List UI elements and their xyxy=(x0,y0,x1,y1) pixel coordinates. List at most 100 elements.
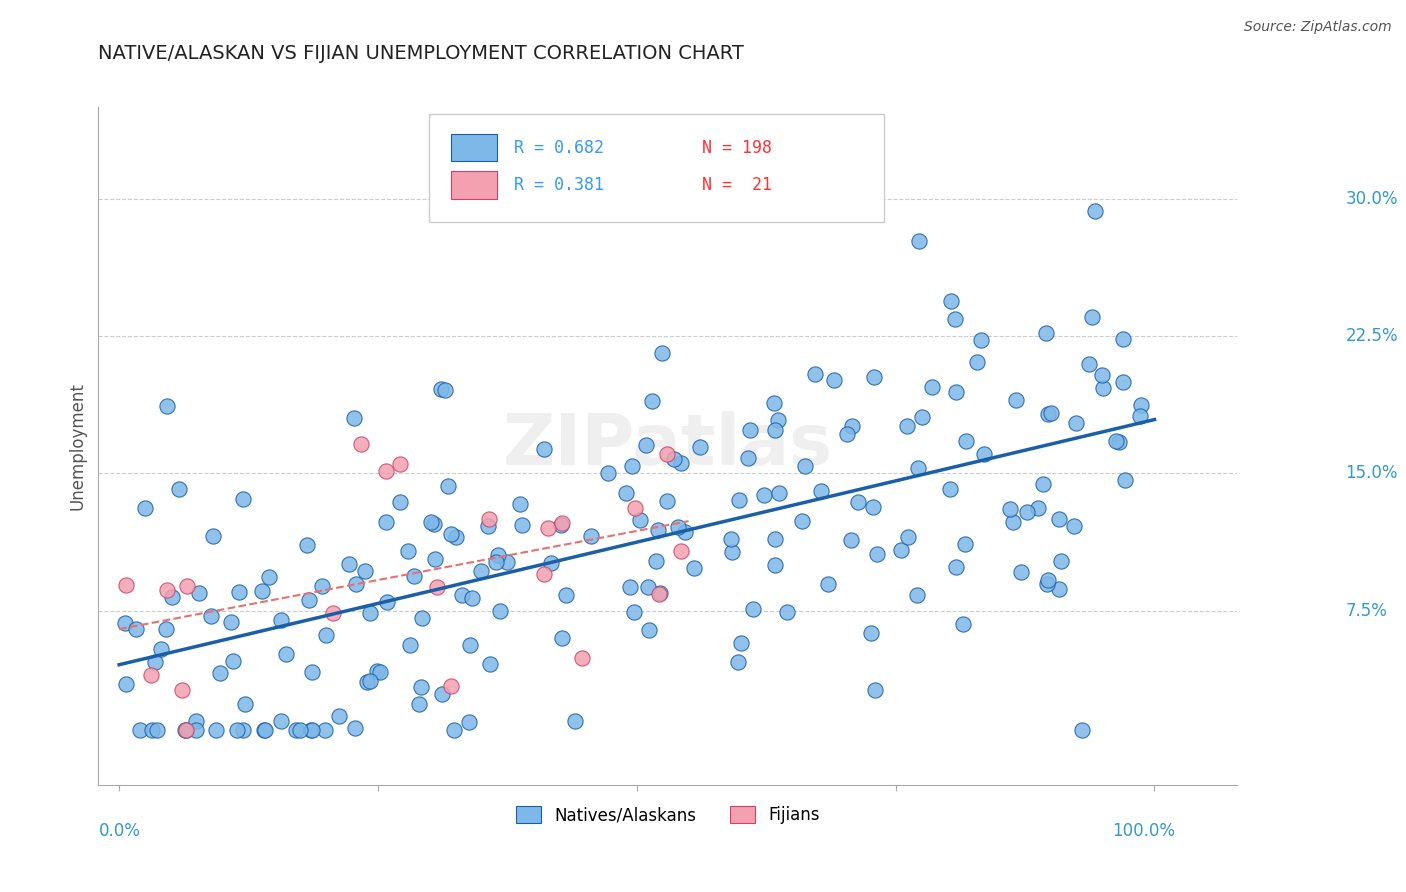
Point xyxy=(533,442,555,457)
Point xyxy=(955,434,977,448)
Point xyxy=(550,518,572,533)
Point xyxy=(645,554,668,568)
Point xyxy=(824,373,846,387)
Point xyxy=(399,638,422,652)
Point xyxy=(1049,512,1071,526)
Point xyxy=(1032,477,1054,491)
Point xyxy=(450,588,472,602)
Point xyxy=(650,586,672,600)
Point xyxy=(941,293,963,308)
Point xyxy=(301,723,323,737)
Point xyxy=(232,492,254,507)
Text: 7.5%: 7.5% xyxy=(1346,602,1388,620)
Point xyxy=(1078,358,1101,372)
Point xyxy=(423,552,446,566)
Point xyxy=(411,611,433,625)
Text: R = 0.381: R = 0.381 xyxy=(515,176,605,194)
Point xyxy=(1129,398,1152,412)
Point xyxy=(614,486,637,500)
Text: ZIPatlas: ZIPatlas xyxy=(503,411,832,481)
Point xyxy=(350,437,373,451)
Point xyxy=(945,384,967,399)
Text: R = 0.682: R = 0.682 xyxy=(515,139,605,157)
Point xyxy=(1001,515,1024,529)
Point xyxy=(754,487,776,501)
Point xyxy=(328,708,350,723)
Text: NATIVE/ALASKAN VS FIJIAN UNEMPLOYMENT CORRELATION CHART: NATIVE/ALASKAN VS FIJIAN UNEMPLOYMENT CO… xyxy=(98,44,744,63)
Point xyxy=(430,687,453,701)
Point xyxy=(315,628,337,642)
Point xyxy=(477,519,499,533)
Point xyxy=(359,606,381,620)
Point xyxy=(115,677,138,691)
Point xyxy=(862,500,884,514)
Point xyxy=(440,679,463,693)
Point xyxy=(176,723,198,737)
Point xyxy=(186,714,208,728)
Point xyxy=(1017,505,1039,519)
Point xyxy=(257,570,280,584)
Point xyxy=(540,557,562,571)
Text: 22.5%: 22.5% xyxy=(1346,327,1398,345)
Point xyxy=(1112,332,1135,346)
Point xyxy=(721,545,744,559)
Point xyxy=(846,495,869,509)
Point xyxy=(270,714,292,728)
Point xyxy=(489,604,512,618)
Point xyxy=(737,450,759,465)
Point xyxy=(141,667,163,681)
Point xyxy=(689,440,711,454)
Point xyxy=(209,665,232,680)
Point xyxy=(125,622,148,636)
Point xyxy=(228,585,250,599)
Point xyxy=(402,569,425,583)
Point xyxy=(368,665,391,679)
Point xyxy=(662,452,685,467)
Point xyxy=(461,591,484,605)
Point xyxy=(911,409,934,424)
Point xyxy=(299,723,322,737)
Text: 0.0%: 0.0% xyxy=(98,822,141,839)
Point xyxy=(1047,582,1070,596)
Point xyxy=(423,517,446,532)
Point xyxy=(1092,381,1115,395)
Point xyxy=(344,721,367,735)
Point xyxy=(1090,368,1112,383)
Point xyxy=(763,532,786,546)
Point xyxy=(252,723,274,737)
Point xyxy=(666,520,689,534)
Point xyxy=(150,642,173,657)
Point xyxy=(141,723,163,737)
Point xyxy=(966,355,988,369)
Point xyxy=(619,580,641,594)
Point xyxy=(1036,576,1059,591)
Point xyxy=(730,636,752,650)
Point xyxy=(1114,473,1136,487)
Point xyxy=(551,631,574,645)
Point xyxy=(1000,502,1022,516)
Point xyxy=(174,723,197,737)
Point xyxy=(866,547,889,561)
Point xyxy=(375,595,398,609)
Point xyxy=(354,564,377,578)
Point xyxy=(440,526,463,541)
Point xyxy=(1104,434,1126,448)
Point xyxy=(156,583,179,598)
Point xyxy=(458,638,481,652)
Point xyxy=(389,495,412,509)
Point xyxy=(905,588,928,602)
Point xyxy=(835,427,858,442)
Point xyxy=(488,548,510,562)
Point xyxy=(776,605,799,619)
Point xyxy=(409,680,432,694)
Point xyxy=(359,674,381,689)
Point xyxy=(1010,565,1032,579)
Point xyxy=(897,530,920,544)
Point xyxy=(792,514,814,528)
Point xyxy=(162,590,184,604)
Point xyxy=(496,555,519,569)
Point xyxy=(1112,375,1135,389)
Point xyxy=(1129,409,1152,423)
Point xyxy=(620,459,643,474)
Point xyxy=(1084,203,1107,218)
